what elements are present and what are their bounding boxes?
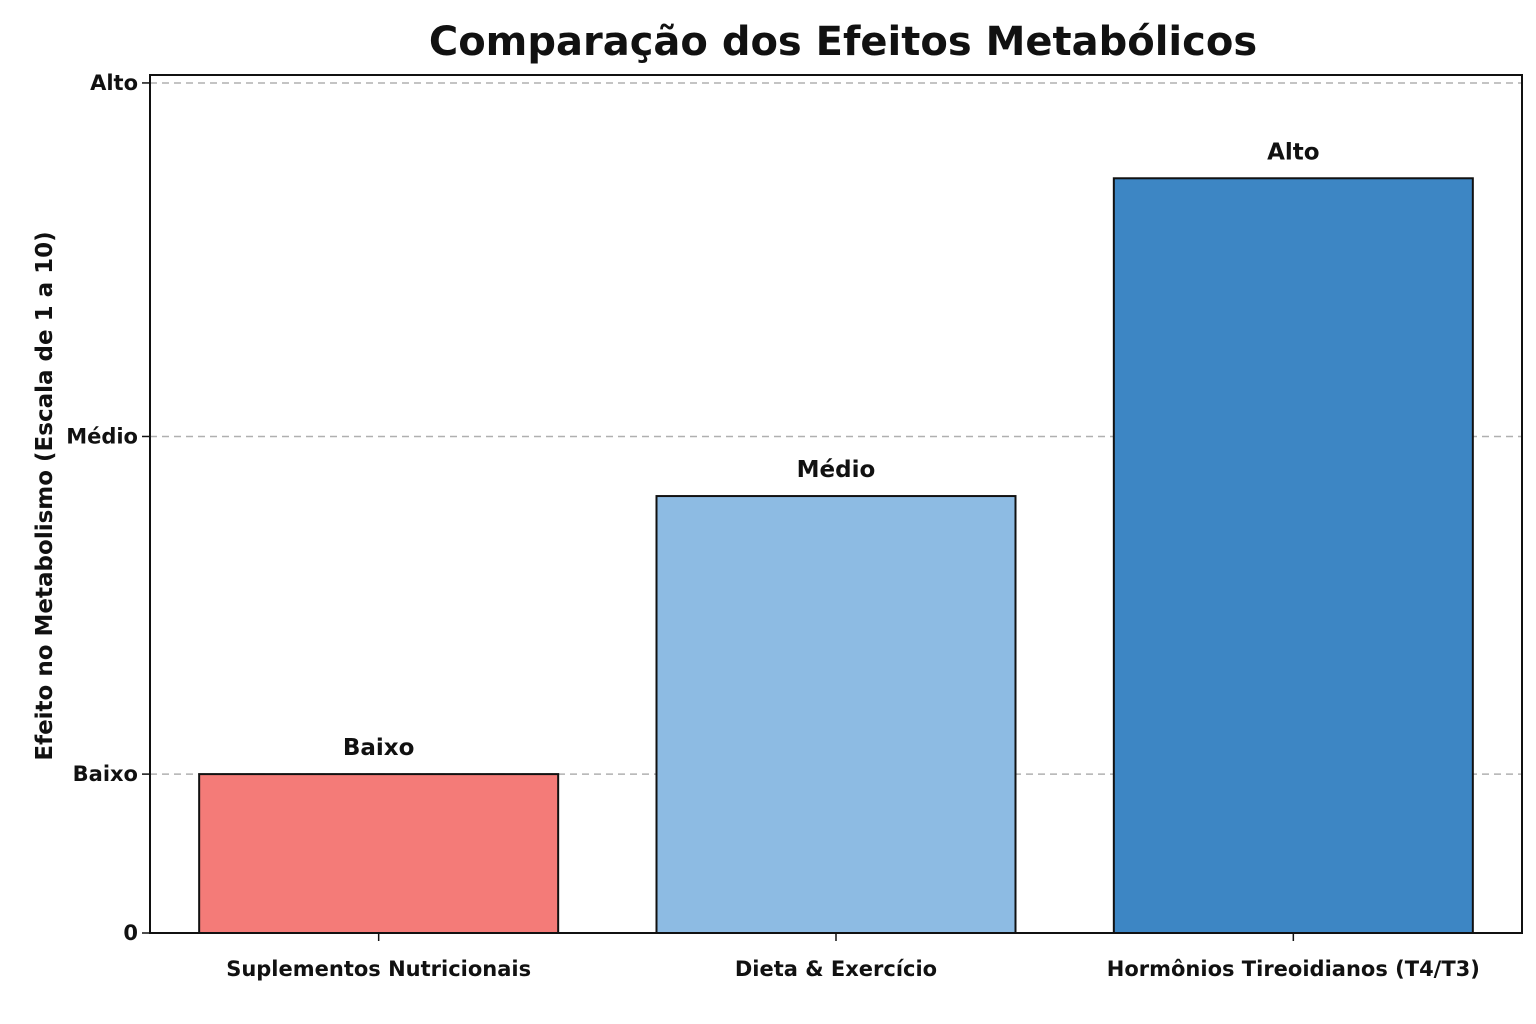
y-tick-label: Baixo	[73, 762, 138, 786]
y-axis-ticks: 0 Baixo Médio Alto	[66, 71, 150, 945]
x-axis-ticks: Suplementos Nutricionais Dieta & Exercíci…	[226, 933, 1480, 981]
bar-value-label: Alto	[1267, 139, 1319, 165]
bar	[655, 495, 1017, 934]
x-tick-label: Suplementos Nutricionais	[226, 957, 531, 981]
bar-value-label: Médio	[797, 457, 876, 483]
bar	[1112, 177, 1474, 934]
x-tick-label: Hormônios Tireoidianos (T4/T3)	[1107, 957, 1480, 981]
bar-value-label: Baixo	[343, 735, 415, 761]
chart-title: Comparação dos Efeitos Metabólicos	[429, 19, 1257, 65]
bars	[198, 177, 1474, 934]
bar	[198, 773, 560, 934]
y-tick-label: Alto	[90, 71, 138, 95]
x-tick-label: Dieta & Exercício	[735, 957, 937, 981]
y-tick-label: 0	[123, 921, 138, 945]
bar-value-labels: Baixo Médio Alto	[343, 139, 1320, 761]
y-tick-label: Médio	[66, 424, 138, 448]
y-axis-label: Efeito no Metabolismo (Escala de 1 a 10)	[32, 231, 58, 760]
